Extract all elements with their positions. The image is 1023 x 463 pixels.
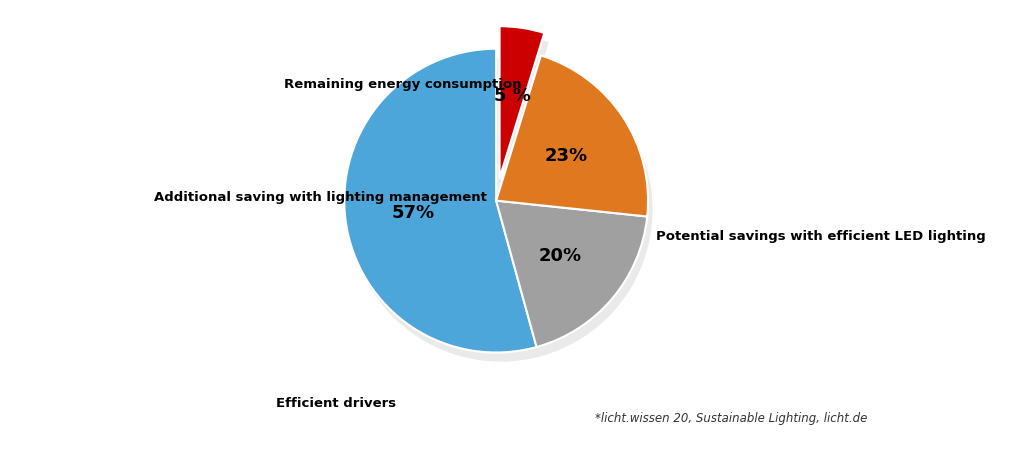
Wedge shape: [500, 210, 652, 357]
Text: 5 %: 5 %: [493, 88, 531, 105]
Text: 23%: 23%: [544, 146, 587, 164]
Text: 57%: 57%: [392, 203, 435, 221]
Wedge shape: [345, 50, 537, 353]
Wedge shape: [496, 56, 648, 217]
Text: Remaining energy consumption: Remaining energy consumption: [283, 78, 521, 91]
Text: *licht.wissen 20, Sustainable Lighting, licht.de: *licht.wissen 20, Sustainable Lighting, …: [595, 412, 868, 425]
Wedge shape: [499, 27, 544, 179]
Text: Potential savings with efficient LED lighting: Potential savings with efficient LED lig…: [656, 230, 985, 243]
Wedge shape: [349, 59, 541, 362]
Text: 20%: 20%: [538, 246, 581, 264]
Wedge shape: [496, 201, 648, 347]
Text: Additional saving with lighting management: Additional saving with lighting manageme…: [154, 190, 487, 203]
Wedge shape: [500, 65, 653, 226]
Wedge shape: [504, 36, 549, 188]
Text: Efficient drivers: Efficient drivers: [276, 396, 396, 409]
